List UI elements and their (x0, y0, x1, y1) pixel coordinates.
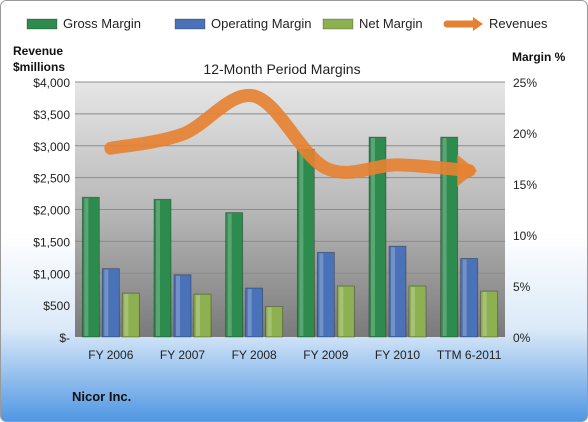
legend-item-gross-margin: Gross Margin (26, 16, 141, 31)
operating-margin-bar (316, 251, 335, 338)
x-tick-label: FY 2008 (232, 348, 277, 362)
left-tick-label: $1,500 (33, 235, 70, 249)
operating-margin-bar (173, 274, 192, 338)
company-name: Nicor Inc. (72, 389, 131, 404)
net-margin-bar (265, 305, 284, 338)
net-margin-bar (193, 293, 212, 338)
legend-item-operating-margin: Operating Margin (174, 16, 311, 31)
left-tick-label: $4,000 (33, 76, 70, 90)
x-tick-label: FY 2006 (88, 348, 133, 362)
left-tick-label: $- (59, 331, 70, 345)
gross-margin-bar (225, 212, 244, 338)
net-margin-bar (480, 290, 499, 338)
right-tick-label: 5% (513, 280, 531, 294)
revenues-line (104, 89, 476, 179)
right-tick-label: 0% (513, 331, 531, 345)
x-tick-label: FY 2009 (303, 348, 348, 362)
right-axis-label: Margin % (512, 50, 566, 64)
gross-margin-bar (440, 136, 459, 338)
right-tick-label: 25% (513, 76, 537, 90)
revenue-line-layer (104, 89, 478, 187)
right-tick-label: 10% (513, 229, 537, 243)
svg-text:Operating Margin: Operating Margin (211, 16, 311, 31)
net-margin-bar (336, 285, 355, 338)
svg-text:Gross Margin: Gross Margin (63, 16, 141, 31)
x-tick-label: FY 2010 (375, 348, 420, 362)
left-tick-label: $1,000 (33, 267, 70, 281)
chart-title: 12-Month Period Margins (203, 61, 360, 77)
x-tick-label: FY 2007 (160, 348, 205, 362)
operating-margin-bar (245, 287, 264, 338)
right-tick-label: 20% (513, 127, 537, 141)
right-tick-label: 15% (513, 178, 537, 192)
left-tick-label: $2,000 (33, 204, 70, 218)
gross-margin-bar (368, 136, 387, 338)
left-tick-label: $3,000 (33, 140, 70, 154)
left-tick-label: $500 (43, 299, 70, 313)
operating-margin-bar (388, 245, 407, 338)
legend-item-net-margin: Net Margin (322, 16, 423, 31)
left-axis-label-line2: $millions (13, 60, 65, 74)
revenues-arrowhead (457, 154, 478, 187)
left-tick-label: $2,500 (33, 172, 70, 186)
svg-text:Net Margin: Net Margin (359, 16, 423, 31)
operating-margin-bar (101, 268, 120, 338)
gross-margin-bar (296, 148, 315, 338)
net-margin-bar (408, 285, 427, 338)
legend: Gross Margin Operating Margin Net Margin Re… (26, 16, 548, 31)
bars (81, 136, 499, 338)
left-axis-label-line1: Revenue (13, 44, 63, 58)
x-tick-label: TTM 6-2011 (437, 348, 502, 362)
svg-text:Revenues: Revenues (489, 16, 548, 31)
gross-margin-bar (153, 198, 172, 338)
tick-labels: $- $500 $1,000 $1,500 $2,000 $2,500 $3,000 $3,5… (33, 76, 537, 362)
gross-margin-bar (81, 196, 100, 338)
net-margin-bar (121, 292, 140, 338)
left-tick-label: $3,500 (33, 108, 70, 122)
operating-margin-bar (460, 258, 479, 338)
legend-item-revenues: Revenues (443, 16, 548, 31)
